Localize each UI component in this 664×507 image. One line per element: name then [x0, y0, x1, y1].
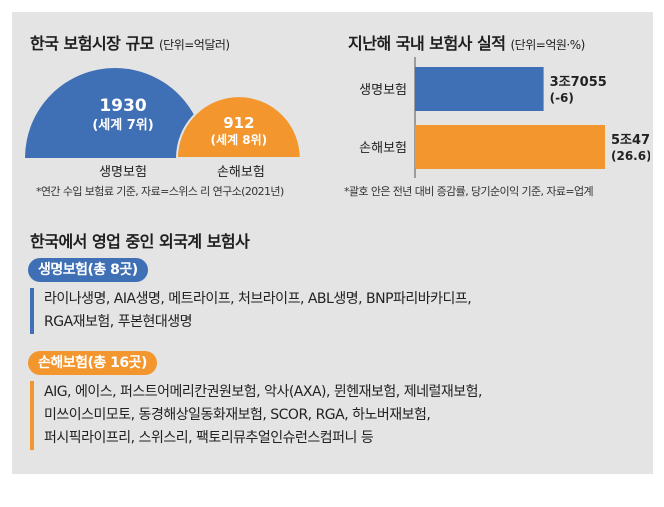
right-chart-title-text: 지난해 국내 보험사 실적: [348, 34, 506, 53]
value-label-nonlife: 912: [223, 114, 254, 132]
rank-label-life: (세계 7위): [92, 118, 153, 133]
left-chart-unit: (단위=억달러): [158, 38, 230, 52]
nonlife-insurance-badge: 손해보험(총 16곳): [28, 351, 157, 375]
nonlife-list-line: AIG, 에이스, 퍼스트어메리칸권원보험, 악사(AXA), 뮌헨재보험, 제…: [44, 384, 482, 400]
left-chart-note: *연간 수입 보험료 기준, 자료=스위스 리 연구소(2021년): [36, 185, 284, 198]
bar-life: [415, 67, 544, 111]
bar-value-label: 5조4746: [611, 133, 650, 148]
right-chart-title: 지난해 국내 보험사 실적 (단위=억원·%): [348, 30, 585, 54]
life-insurer-list: 라이나생명, AIA생명, 메트라이프, 처브라이프, ABL생명, BNP파리…: [30, 288, 644, 334]
category-label-nonlife: 손해보험: [217, 165, 265, 180]
life-list-line: 라이나생명, AIA생명, 메트라이프, 처브라이프, ABL생명, BNP파리…: [44, 291, 472, 307]
nonlife-list-line: 퍼시픽라이프리, 스위스리, 팩토리뮤추얼인슈런스컴퍼니 등: [44, 430, 374, 446]
nonlife-list-line: 미쓰이스미모토, 동경해상일동화재보험, SCOR, RGA, 하노버재보험,: [44, 407, 431, 423]
bar-category-label: 생명보험: [359, 83, 407, 98]
rank-label-nonlife: (세계 8위): [211, 132, 268, 147]
bar-change-label: (-6): [550, 91, 574, 105]
left-chart-title: 한국 보험시장 규모 (단위=억달러): [30, 30, 230, 54]
bar-category-label: 손해보험: [359, 141, 407, 156]
semicircle-life: [25, 68, 205, 158]
semicircle-nonlife: [175, 95, 302, 159]
right-chart-note: *괄호 안은 전년 대비 증감률, 당기순이익 기준, 자료=업계: [344, 185, 594, 198]
market-size-chart: 1930 (세계 7위) 912 (세계 8위) 생명보험 손해보험: [25, 68, 302, 180]
right-chart-unit: (단위=억원·%): [510, 38, 586, 52]
foreign-section-title: 한국에서 영업 중인 외국계 보험사: [30, 232, 250, 251]
performance-chart: 생명보험 3조7055(-6) 손해보험 5조4746(26.6): [359, 57, 650, 178]
value-label-life: 1930: [99, 96, 146, 116]
category-label-life: 생명보험: [99, 165, 147, 180]
left-chart-title-text: 한국 보험시장 규모: [30, 34, 154, 53]
nonlife-insurer-list: AIG, 에이스, 퍼스트어메리칸권원보험, 악사(AXA), 뮌헨재보험, 제…: [30, 381, 644, 450]
bar-value-label: 3조7055: [550, 75, 607, 90]
life-list-line: RGA재보험, 푸본현대생명: [44, 314, 192, 330]
life-insurance-badge: 생명보험(총 8곳): [28, 258, 148, 282]
bar-change-label: (26.6): [611, 149, 650, 163]
bar-nonlife: [415, 125, 605, 169]
